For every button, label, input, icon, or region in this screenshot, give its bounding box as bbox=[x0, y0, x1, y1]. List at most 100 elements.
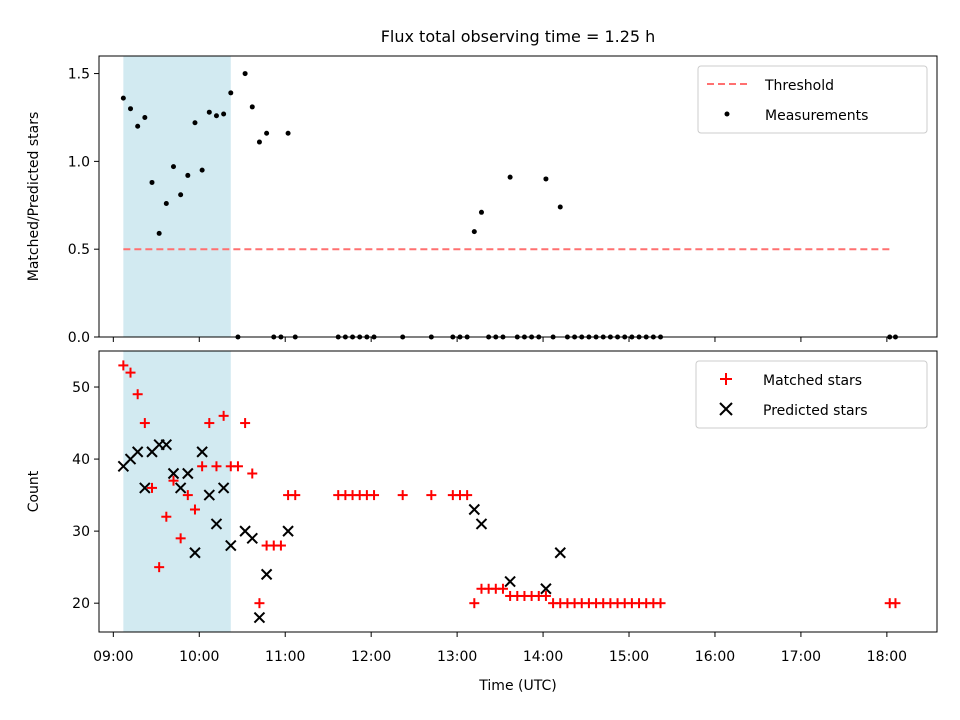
top-y-tick-label: 0.0 bbox=[68, 330, 90, 346]
legend-matched-label: Matched stars bbox=[763, 373, 862, 389]
measurement-point bbox=[163, 201, 169, 207]
measurement-point bbox=[242, 71, 248, 77]
matched-point bbox=[497, 583, 508, 594]
measurement-point bbox=[285, 130, 291, 136]
matched-point bbox=[397, 490, 408, 501]
matched-point bbox=[211, 461, 222, 472]
x-tick-label: 09:00 bbox=[93, 649, 133, 665]
predicted-point-b bbox=[225, 539, 237, 552]
x-tick-label: 14:00 bbox=[523, 649, 563, 665]
predicted-point bbox=[246, 532, 258, 545]
predicted-point bbox=[182, 467, 194, 480]
measurement-point bbox=[543, 176, 549, 182]
x-axis-label: Time (UTC) bbox=[478, 678, 556, 694]
x-tick-label: 11:00 bbox=[265, 649, 305, 665]
measurement-point bbox=[120, 95, 126, 101]
measurement-point bbox=[249, 104, 255, 110]
predicted-point bbox=[468, 503, 481, 516]
measurement-point bbox=[128, 106, 134, 112]
matched-point bbox=[175, 533, 186, 544]
matched-point bbox=[275, 540, 286, 551]
matched-point bbox=[197, 461, 208, 472]
predicted-point bbox=[189, 547, 201, 559]
matched-point bbox=[240, 418, 251, 429]
bottom-legend-box bbox=[695, 360, 928, 429]
predicted-point-b bbox=[182, 467, 194, 480]
predicted-point bbox=[131, 446, 144, 458]
predicted-point bbox=[174, 482, 187, 494]
predicted-point-b bbox=[246, 532, 258, 545]
bottom-y-tick-label: 50 bbox=[72, 380, 90, 396]
bottom-y-tick-label: 30 bbox=[72, 524, 90, 540]
x-tick-label: 10:00 bbox=[179, 649, 219, 665]
measurement-point bbox=[192, 120, 198, 126]
matched-point bbox=[182, 490, 193, 501]
matched-point bbox=[147, 482, 158, 493]
matched-point bbox=[154, 562, 165, 573]
predicted-point-b bbox=[210, 518, 223, 530]
predicted-point-b bbox=[203, 489, 216, 501]
x-tick-label: 12:00 bbox=[351, 649, 391, 665]
top-y-tick-label: 1.0 bbox=[68, 154, 90, 170]
matched-point bbox=[118, 360, 129, 371]
predicted-point-b bbox=[540, 583, 552, 595]
predicted-point-b bbox=[189, 547, 201, 559]
predicted-point-b bbox=[468, 503, 481, 516]
legend-measurements-label: Measurements bbox=[765, 108, 868, 124]
measurement-point bbox=[507, 174, 513, 180]
x-tick-label: 15:00 bbox=[609, 649, 649, 665]
legend-threshold-label: Threshold bbox=[764, 78, 834, 94]
predicted-point bbox=[282, 525, 294, 537]
measurement-point bbox=[206, 109, 212, 115]
legend-measurements-swatch bbox=[724, 111, 730, 117]
matched-point bbox=[426, 490, 437, 501]
x-tick-label: 13:00 bbox=[437, 649, 477, 665]
bottom-y-tick-label: 20 bbox=[72, 596, 90, 612]
top-y-tick-label: 0.5 bbox=[68, 242, 90, 258]
measurement-point bbox=[156, 230, 162, 236]
top-shaded-span bbox=[123, 56, 231, 337]
predicted-point-b bbox=[217, 482, 230, 494]
measurement-point bbox=[185, 172, 191, 178]
predicted-point bbox=[167, 467, 180, 480]
matched-point bbox=[125, 367, 136, 378]
matched-point bbox=[254, 598, 265, 609]
predicted-point-b bbox=[196, 446, 208, 458]
predicted-point bbox=[217, 482, 230, 494]
bottom-legend: Matched stars Predicted stars bbox=[695, 360, 928, 429]
matched-point bbox=[204, 418, 215, 429]
predicted-point-b bbox=[167, 467, 180, 480]
measurement-point bbox=[199, 167, 205, 173]
predicted-point-b bbox=[239, 525, 251, 537]
measurement-point bbox=[213, 113, 219, 119]
top-legend: Threshold Measurements bbox=[697, 65, 928, 134]
predicted-point bbox=[203, 489, 216, 501]
top-panel: 0.0 0.5 1.0 1.5 Matched/Predicted stars Thr… bbox=[26, 55, 938, 346]
measurement-point bbox=[557, 204, 563, 210]
predicted-point-b bbox=[282, 525, 294, 537]
measurement-point bbox=[264, 130, 270, 136]
bottom-y-axis-label: Count bbox=[26, 470, 42, 512]
measurement-point bbox=[228, 90, 234, 96]
matched-point bbox=[161, 511, 172, 522]
x-tick-label: 17:00 bbox=[781, 649, 821, 665]
predicted-point bbox=[160, 438, 173, 451]
chart-title: Flux total observing time = 1.25 h bbox=[381, 27, 656, 46]
predicted-point-b bbox=[174, 482, 187, 494]
measurement-point bbox=[178, 192, 184, 198]
predicted-point bbox=[253, 611, 266, 624]
measurement-point bbox=[142, 114, 148, 120]
top-y-tick-label: 1.5 bbox=[68, 67, 90, 83]
matched-point bbox=[469, 598, 480, 609]
legend-matched-swatch bbox=[720, 373, 732, 385]
measurement-point bbox=[135, 123, 141, 129]
predicted-point-b bbox=[554, 547, 566, 559]
measurement-point bbox=[149, 179, 155, 185]
measurement-point bbox=[478, 209, 484, 215]
predicted-point-b bbox=[160, 438, 173, 451]
predicted-point-b bbox=[475, 518, 488, 530]
matched-point bbox=[369, 490, 380, 501]
predicted-point bbox=[260, 568, 273, 581]
top-y-axis-label: Matched/Predicted stars bbox=[26, 112, 42, 282]
matched-point bbox=[890, 598, 901, 609]
